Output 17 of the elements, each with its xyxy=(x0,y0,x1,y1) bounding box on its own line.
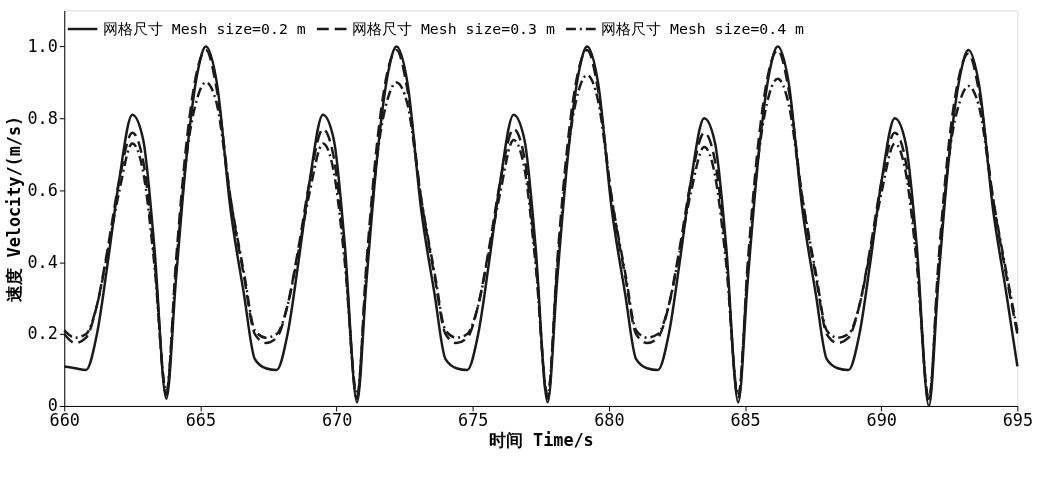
y-tick-label: 0.6 xyxy=(27,179,58,200)
x-tick-label: 665 xyxy=(185,410,217,431)
legend-label: 网格尺寸 Mesh size=0.3 m xyxy=(351,19,555,37)
x-axis-title: 时间 Time/s xyxy=(488,430,594,451)
y-tick-label: 0.2 xyxy=(27,323,58,344)
x-tick-label: 695 xyxy=(1002,410,1034,431)
x-tick-label: 690 xyxy=(866,410,897,431)
legend-label: 网格尺寸 Mesh size=0.2 m xyxy=(102,19,306,37)
x-tick-label: 675 xyxy=(458,410,489,431)
legend-label: 网格尺寸 Mesh size=0.4 m xyxy=(601,19,805,37)
y-tick-label: 0.8 xyxy=(27,107,58,128)
y-tick-label: 0.4 xyxy=(27,251,58,272)
y-tick-label: 1.0 xyxy=(27,35,58,56)
y-axis-title: 速度 Velocity/(m/s) xyxy=(3,115,24,302)
x-tick-label: 685 xyxy=(730,410,761,431)
x-tick-label: 680 xyxy=(594,410,625,431)
x-tick-label: 670 xyxy=(321,410,353,431)
